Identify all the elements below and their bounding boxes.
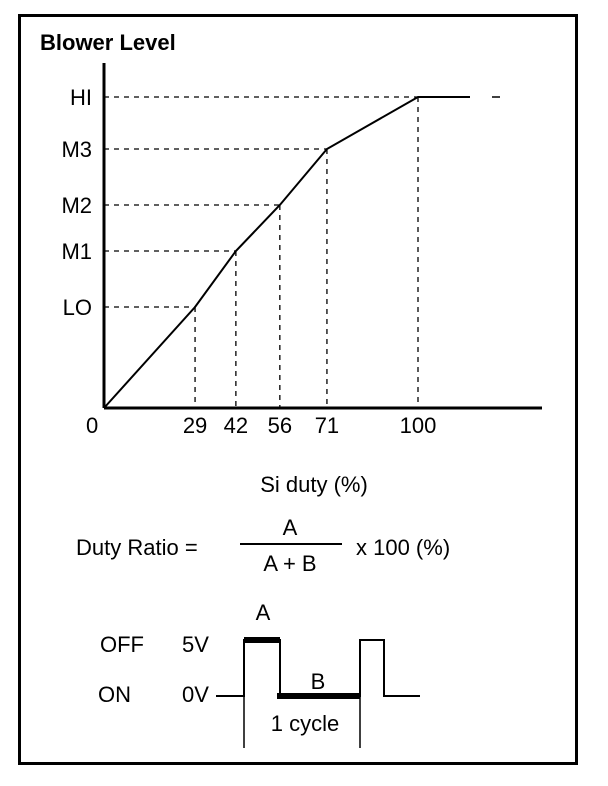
duty-tick-100: 100 bbox=[400, 413, 437, 438]
duty-tick-29: 29 bbox=[183, 413, 207, 438]
duty-tick-42: 42 bbox=[224, 413, 248, 438]
duty-tick-71: 71 bbox=[315, 413, 339, 438]
formula-rhs: x 100 (%) bbox=[356, 535, 450, 560]
off-label: OFF bbox=[100, 632, 144, 657]
x-axis-label: Si duty (%) bbox=[260, 472, 368, 497]
duty-ratio-formula: Duty Ratio = A A + B x 100 (%) bbox=[76, 515, 450, 576]
level-label-m2: M2 bbox=[61, 193, 92, 218]
level-labels: LO M1 M2 M3 HI bbox=[61, 85, 92, 320]
duty-curve bbox=[103, 96, 500, 409]
level-label-m1: M1 bbox=[61, 239, 92, 264]
guide-lines bbox=[104, 96, 419, 408]
level-label-lo: LO bbox=[63, 295, 92, 320]
pwm-waveform: OFF 5V ON 0V A B 1 cycle bbox=[98, 600, 420, 748]
duty-tick-labels: 29 42 56 71 100 bbox=[183, 413, 437, 438]
blower-level-chart: LO M1 M2 M3 HI 29 42 56 71 100 0 bbox=[61, 63, 542, 438]
level-label-hi: HI bbox=[70, 85, 92, 110]
cycle-label: 1 cycle bbox=[271, 711, 339, 736]
high-voltage-label: 5V bbox=[182, 632, 209, 657]
formula-numerator: A bbox=[283, 515, 298, 540]
origin-label: 0 bbox=[86, 413, 98, 438]
diagram-frame bbox=[18, 14, 578, 765]
chart-title: Blower Level bbox=[40, 30, 176, 55]
duty-level-line bbox=[103, 96, 470, 409]
duty-tick-56: 56 bbox=[268, 413, 292, 438]
a-label: A bbox=[256, 600, 271, 625]
on-label: ON bbox=[98, 682, 131, 707]
b-label: B bbox=[311, 669, 326, 694]
formula-lhs: Duty Ratio = bbox=[76, 535, 198, 560]
low-voltage-label: 0V bbox=[182, 682, 209, 707]
level-label-m3: M3 bbox=[61, 137, 92, 162]
formula-denominator: A + B bbox=[263, 551, 316, 576]
